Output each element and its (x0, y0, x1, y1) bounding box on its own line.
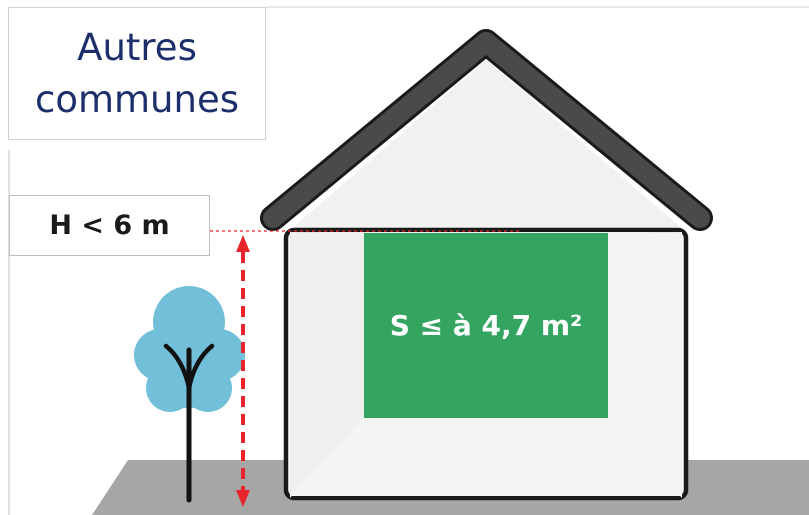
title-line-2: communes (34, 77, 239, 121)
wall-shading-bottom (290, 418, 682, 496)
tree-branch-right (186, 343, 215, 391)
height-arrow-icon (236, 235, 250, 507)
wall-shading-top (290, 232, 682, 233)
arrow-head-top (236, 235, 250, 252)
wall-shading-left (290, 232, 364, 498)
arrow-head-bottom (236, 490, 250, 507)
height-limit-label: H < 6 m (9, 195, 210, 256)
tree-icon (134, 286, 245, 503)
roof-fill (263, 32, 710, 228)
house-gable (290, 60, 684, 230)
wall-shading-right (608, 232, 682, 498)
surface-panel: S ≤ à 4,7 m² (364, 233, 608, 418)
title-box: Autres communes (8, 7, 266, 140)
surface-label: S ≤ à 4,7 m² (389, 309, 583, 342)
title-line-1: Autres (77, 25, 197, 69)
